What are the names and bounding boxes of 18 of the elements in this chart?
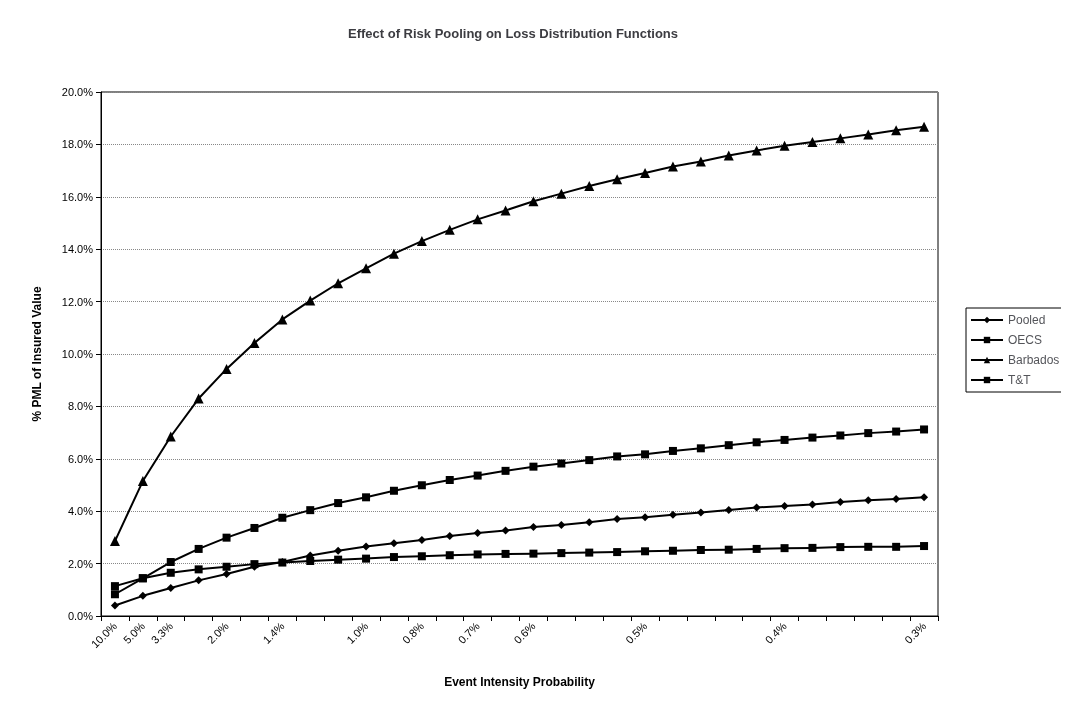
y-axis-title: % PML of Insured Value (30, 286, 44, 422)
y-tick-label: 0.0% (67, 610, 94, 622)
y-tick-label: 6.0% (67, 452, 94, 465)
y-tick-label: 12.0% (61, 295, 94, 308)
y-tick-label: 8.0% (67, 400, 94, 413)
y-tick-label: 10.0% (61, 348, 94, 360)
y-tick-label: 18.0% (61, 138, 94, 151)
legend-label: Pooled (1008, 313, 1046, 327)
y-tick-label: 14.0% (61, 243, 94, 256)
y-tick-label: 2.0% (67, 557, 94, 570)
y-tick-label: 20.0% (61, 86, 94, 98)
y-tick-label: 4.0% (67, 505, 94, 518)
legend-label: T&T (1008, 373, 1032, 387)
chart-title: Effect of Risk Pooling on Loss Distribution Functions (347, 26, 679, 41)
x-axis-title: Event Intensity Probability (444, 675, 596, 689)
y-tick-label: 16.0% (61, 190, 94, 203)
legend-label: Barbados (1008, 353, 1060, 367)
legend-label: OECS (1008, 333, 1043, 347)
